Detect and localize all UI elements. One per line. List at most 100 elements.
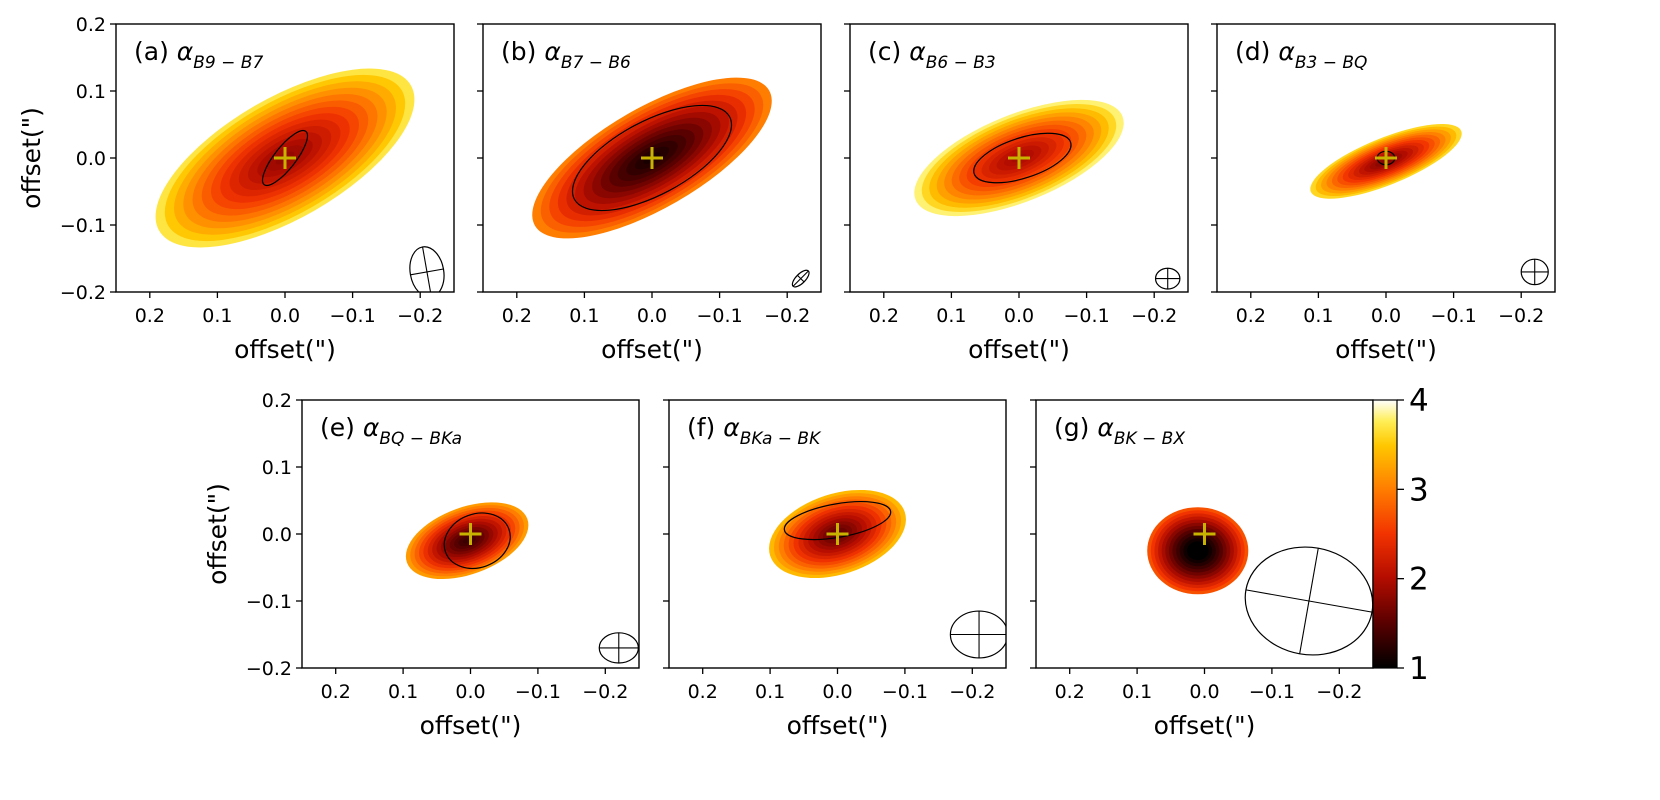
panel-f: 0.2 0.1 0.0 −0.1 −0.2 offset(") (f) αBKa − BK: [663, 399, 1007, 740]
x-tick-label: 0.1: [755, 681, 785, 703]
beam-ellipse: [949, 610, 1006, 659]
x-tick-label: 0.0: [1371, 305, 1401, 327]
panel-a: 0.2 0.1 0.0 −0.1 −0.2 0.2 0.1 0.0 −0.1 −0.2 offset…: [17, 14, 455, 364]
y-tick-label: 0.1: [76, 81, 106, 103]
panels-group: 0.2 0.1 0.0 −0.1 −0.2 0.2 0.1 0.0 −0.1 −0.2 offset…: [17, 14, 1556, 740]
x-tick-label: −0.1: [1064, 305, 1110, 327]
x-tick-label: 0.0: [822, 681, 852, 703]
panel-title: (b) αB7 − B6: [501, 37, 631, 73]
x-axis-label: offset("): [968, 335, 1070, 364]
x-axis-label: offset("): [787, 711, 889, 740]
x-tick-label: 0.1: [1122, 681, 1152, 703]
panel-g: 0.2 0.1 0.0 −0.1 −0.2 offset(") (g) αBK − BX: [1030, 399, 1374, 740]
beam-ellipse: [791, 269, 810, 288]
y-tick-label: −0.2: [60, 282, 106, 304]
y-tick-label: −0.2: [246, 658, 292, 680]
x-tick-label: 0.0: [1189, 681, 1219, 703]
alpha-contour: [443, 512, 511, 569]
plot-area: [914, 99, 1181, 290]
center-marker: [1375, 147, 1397, 169]
panel-title: (e) αBQ − BKa: [320, 413, 462, 449]
x-tick-label: −0.1: [330, 305, 376, 327]
center-marker: [826, 523, 849, 545]
y-tick-label: 0.2: [262, 390, 292, 412]
panel-title: (g) αBK − BX: [1054, 413, 1185, 449]
y-tick-label: −0.1: [246, 591, 292, 613]
plot-area: [405, 502, 639, 664]
x-tick-label: −0.2: [582, 681, 628, 703]
x-tick-label: 0.2: [321, 681, 351, 703]
alpha-contour: [973, 132, 1072, 184]
beam-ellipse: [1154, 267, 1181, 290]
plot-area: [155, 68, 445, 292]
plot-area: [769, 489, 1006, 659]
alpha-contour: [261, 129, 309, 187]
x-tick-label: −0.1: [697, 305, 743, 327]
x-tick-label: −0.2: [1131, 305, 1177, 327]
x-tick-label: 0.2: [1055, 681, 1085, 703]
plot-area: [1147, 507, 1373, 656]
y-tick-label: 0.0: [262, 524, 292, 546]
colorbar: 1 2 3 4: [1372, 383, 1429, 687]
x-tick-label: 0.0: [1004, 305, 1034, 327]
colorbar-tick-label: 1: [1409, 651, 1429, 687]
colorbar-tick-label: 4: [1409, 383, 1429, 419]
x-tick-label: 0.2: [869, 305, 899, 327]
y-tick-label: 0.0: [76, 148, 106, 170]
x-axis-label: offset("): [1335, 335, 1437, 364]
panel-title: (a) αB9 − B7: [134, 37, 263, 73]
x-tick-label: −0.1: [882, 681, 928, 703]
plot-area: [1310, 123, 1549, 286]
x-tick-label: 0.2: [688, 681, 718, 703]
y-tick-label: 0.2: [76, 14, 106, 36]
center-marker: [1193, 523, 1216, 545]
x-tick-label: −0.2: [397, 305, 443, 327]
x-tick-label: 0.2: [135, 305, 165, 327]
beam-ellipse: [409, 246, 445, 292]
colorbar-gradient: [1372, 399, 1398, 669]
x-axis-label: offset("): [420, 711, 522, 740]
y-axis-label: offset("): [203, 483, 232, 585]
x-tick-label: 0.0: [270, 305, 300, 327]
x-tick-label: −0.2: [949, 681, 995, 703]
plot-area: [532, 77, 810, 288]
x-tick-label: 0.1: [569, 305, 599, 327]
beam-ellipse: [1520, 258, 1549, 286]
x-tick-label: 0.1: [202, 305, 232, 327]
x-tick-label: 0.2: [502, 305, 532, 327]
x-tick-label: −0.1: [1249, 681, 1295, 703]
panel-b: 0.2 0.1 0.0 −0.1 −0.2 offset(") (b) αB7 − B6: [477, 23, 822, 364]
x-tick-label: −0.2: [764, 305, 810, 327]
panel-e: 0.2 0.1 0.0 −0.1 −0.2 0.2 0.1 0.0 −0.1 −0.2 offset…: [203, 390, 640, 740]
beam-ellipse: [598, 632, 639, 664]
x-axis-label: offset("): [234, 335, 336, 364]
colorbar-tick-label: 3: [1409, 472, 1429, 508]
x-tick-label: −0.1: [1431, 305, 1477, 327]
alpha-contour: [571, 104, 733, 212]
panel-title: (f) αBKa − BK: [687, 413, 822, 449]
x-tick-label: 0.1: [936, 305, 966, 327]
alpha-contour: [783, 501, 892, 541]
beam-ellipse: [1244, 546, 1373, 656]
center-marker: [274, 147, 296, 169]
x-tick-label: 0.1: [1303, 305, 1333, 327]
x-tick-label: −0.2: [1316, 681, 1362, 703]
colorbar-tick-label: 2: [1409, 562, 1429, 598]
y-tick-label: 0.1: [262, 457, 292, 479]
y-tick-label: −0.1: [60, 215, 106, 237]
panel-title: (c) αB6 − B3: [868, 37, 996, 73]
alpha-map-layer: [1194, 547, 1202, 554]
x-axis-label: offset("): [601, 335, 703, 364]
x-tick-label: 0.2: [1236, 305, 1266, 327]
y-axis-label: offset("): [17, 107, 46, 209]
x-tick-label: 0.1: [388, 681, 418, 703]
x-tick-label: −0.2: [1498, 305, 1544, 327]
x-axis-label: offset("): [1154, 711, 1256, 740]
center-marker: [459, 523, 482, 545]
panel-title: (d) αB3 − BQ: [1235, 37, 1367, 73]
x-tick-label: 0.0: [455, 681, 485, 703]
x-tick-label: 0.0: [637, 305, 667, 327]
center-marker: [641, 147, 663, 169]
x-tick-label: −0.1: [515, 681, 561, 703]
